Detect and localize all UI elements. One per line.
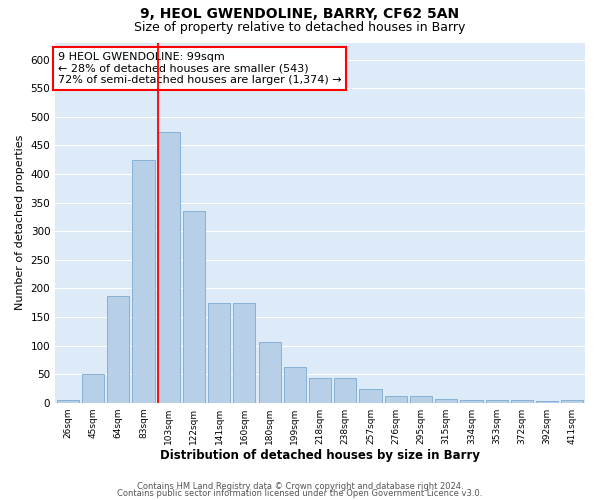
Bar — [435, 400, 457, 402]
Bar — [334, 378, 356, 402]
Text: 9 HEOL GWENDOLINE: 99sqm
← 28% of detached houses are smaller (543)
72% of semi-: 9 HEOL GWENDOLINE: 99sqm ← 28% of detach… — [58, 52, 341, 84]
Text: Size of property relative to detached houses in Barry: Size of property relative to detached ho… — [134, 22, 466, 35]
Text: Contains HM Land Registry data © Crown copyright and database right 2024.: Contains HM Land Registry data © Crown c… — [137, 482, 463, 491]
Bar — [82, 374, 104, 402]
Bar — [284, 368, 306, 402]
Bar — [56, 400, 79, 402]
Text: 9, HEOL GWENDOLINE, BARRY, CF62 5AN: 9, HEOL GWENDOLINE, BARRY, CF62 5AN — [140, 8, 460, 22]
Bar — [309, 378, 331, 402]
Y-axis label: Number of detached properties: Number of detached properties — [15, 135, 25, 310]
Bar — [259, 342, 281, 402]
Bar — [561, 400, 583, 402]
Bar — [208, 303, 230, 402]
Bar — [511, 400, 533, 402]
Text: Contains public sector information licensed under the Open Government Licence v3: Contains public sector information licen… — [118, 490, 482, 498]
Bar — [359, 389, 382, 402]
Bar — [485, 400, 508, 402]
Bar — [410, 396, 432, 402]
Bar — [158, 132, 180, 402]
Bar — [133, 160, 155, 402]
Bar — [385, 396, 407, 402]
Bar — [233, 303, 256, 402]
Bar — [460, 400, 482, 402]
Bar — [107, 296, 130, 403]
Bar — [183, 211, 205, 402]
X-axis label: Distribution of detached houses by size in Barry: Distribution of detached houses by size … — [160, 450, 480, 462]
Bar — [536, 401, 558, 402]
